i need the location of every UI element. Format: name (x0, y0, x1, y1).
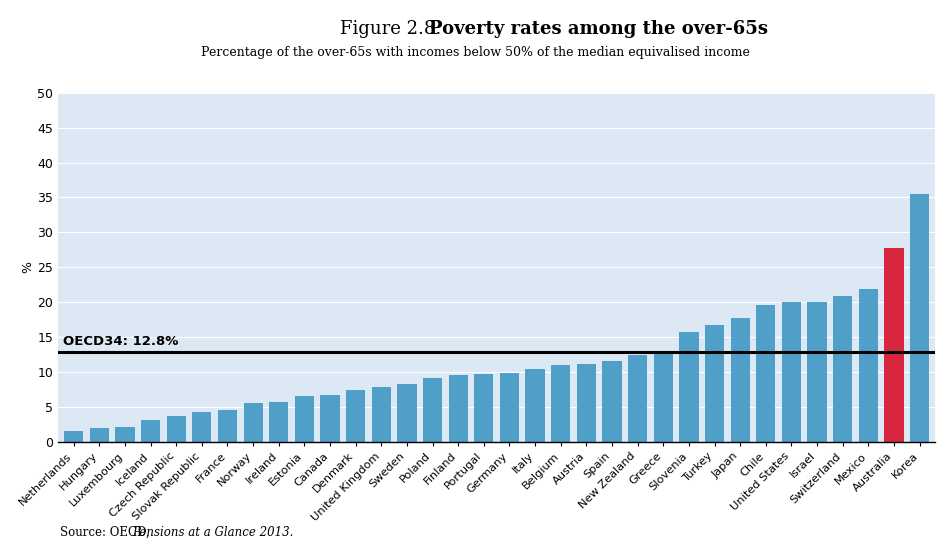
Bar (89, 428, 109, 442)
Bar (705, 325, 724, 442)
Bar (808, 302, 826, 442)
Bar (782, 302, 801, 442)
Bar (448, 375, 467, 442)
Y-axis label: %: % (22, 262, 34, 273)
Bar (141, 420, 161, 442)
Bar (192, 412, 212, 442)
Bar (551, 365, 570, 442)
Bar (115, 427, 135, 442)
Bar (577, 364, 596, 442)
Text: Poverty rates among the over-65s: Poverty rates among the over-65s (429, 20, 769, 38)
Bar (833, 296, 852, 442)
Text: Pensions at a Glance 2013.: Pensions at a Glance 2013. (132, 526, 294, 539)
Bar (474, 374, 493, 442)
Bar (628, 355, 647, 442)
Bar (320, 395, 340, 442)
Bar (243, 403, 263, 442)
Bar (859, 289, 878, 442)
Bar (654, 354, 673, 442)
Bar (756, 305, 775, 442)
Bar (294, 396, 314, 442)
Bar (218, 409, 238, 442)
Bar (679, 332, 698, 442)
Bar (500, 374, 519, 442)
Text: Figure 2.8.: Figure 2.8. (340, 20, 442, 38)
Bar (269, 402, 289, 442)
Bar (166, 416, 186, 442)
Bar (525, 369, 544, 442)
Bar (602, 361, 621, 442)
Bar (397, 384, 416, 442)
Text: Percentage of the over-65s with incomes below 50% of the median equivalised inco: Percentage of the over-65s with incomes … (200, 46, 750, 59)
Bar (884, 248, 903, 442)
Bar (731, 318, 750, 442)
Text: OECD34: 12.8%: OECD34: 12.8% (63, 334, 178, 348)
Bar (64, 431, 84, 442)
Bar (371, 386, 390, 442)
Bar (346, 390, 365, 442)
Text: Source: OECD,: Source: OECD, (60, 526, 153, 539)
Bar (910, 194, 929, 442)
Bar (423, 377, 442, 442)
